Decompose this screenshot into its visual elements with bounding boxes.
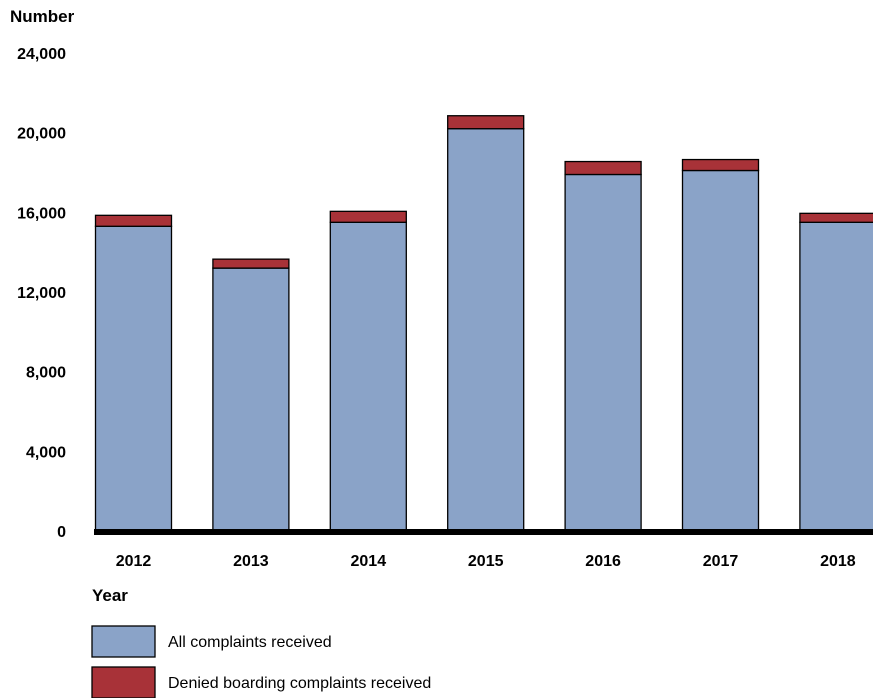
y-tick-label: 16,000: [17, 205, 66, 222]
legend-label: All complaints received: [168, 634, 332, 651]
x-tick-label: 2017: [703, 553, 739, 570]
legend-swatch: [91, 625, 156, 658]
x-tick-label: 2014: [351, 553, 387, 570]
bar-denied-boarding: [564, 160, 642, 176]
y-tick-label: 20,000: [17, 126, 66, 143]
bar-denied-boarding: [681, 158, 760, 172]
x-tick-label: 2015: [468, 553, 504, 570]
y-tick-label: 0: [57, 524, 66, 541]
y-axis-ticks: 0 4,000 8,000 12,000 16,000 20,000 24,000: [17, 46, 66, 541]
x-tick-label: 2016: [585, 553, 621, 570]
bars: [94, 115, 873, 532]
bar-denied-boarding: [799, 212, 873, 223]
bar-all-complaints: [681, 169, 760, 532]
y-tick-label: 24,000: [17, 46, 66, 63]
x-tick-label: 2012: [116, 553, 152, 570]
bar-all-complaints: [447, 128, 525, 532]
x-axis-title: Year: [92, 586, 128, 605]
bar-denied-boarding: [447, 115, 525, 130]
x-axis-ticks: 2012 2013 2014 2015 2016 2017 2018: [116, 553, 856, 570]
bar-denied-boarding: [212, 258, 290, 269]
bar-all-complaints: [94, 225, 173, 532]
x-tick-label: 2018: [820, 553, 856, 570]
bar-all-complaints: [564, 173, 642, 532]
legend: All complaints received Denied boarding c…: [91, 625, 431, 698]
legend-swatch: [91, 666, 156, 698]
bar-denied-boarding: [329, 210, 407, 223]
bar-all-complaints: [799, 221, 873, 532]
legend-label: Denied boarding complaints received: [168, 675, 431, 692]
y-tick-label: 4,000: [26, 444, 66, 461]
y-tick-label: 12,000: [17, 285, 66, 302]
bar-all-complaints: [329, 221, 407, 532]
y-tick-label: 8,000: [26, 365, 66, 382]
bar-all-complaints: [212, 267, 290, 532]
y-axis-title: Number: [10, 7, 75, 26]
x-tick-label: 2013: [233, 553, 269, 570]
bar-denied-boarding: [94, 214, 173, 227]
